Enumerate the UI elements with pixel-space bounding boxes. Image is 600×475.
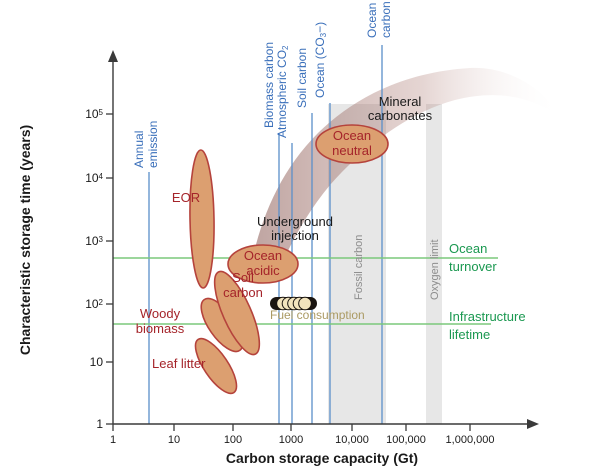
svg-text:1,000,000: 1,000,000 bbox=[446, 434, 495, 446]
svg-text:lifetime: lifetime bbox=[449, 327, 490, 342]
svg-text:Ocean: Ocean bbox=[365, 3, 379, 38]
svg-text:1: 1 bbox=[110, 434, 116, 446]
svg-text:1: 1 bbox=[96, 417, 103, 431]
svg-text:carbon: carbon bbox=[379, 1, 393, 38]
svg-text:100: 100 bbox=[224, 434, 242, 446]
svg-text:1000: 1000 bbox=[279, 434, 303, 446]
svg-text:Woody: Woody bbox=[140, 306, 181, 321]
svg-text:104: 104 bbox=[85, 171, 103, 185]
svg-text:EOR: EOR bbox=[172, 190, 200, 205]
svg-text:Soil: Soil bbox=[232, 270, 254, 285]
svg-text:carbonates: carbonates bbox=[368, 108, 433, 123]
svg-text:Infrastructure: Infrastructure bbox=[449, 309, 526, 324]
svg-text:Carbon storage capacity (Gt): Carbon storage capacity (Gt) bbox=[226, 450, 418, 466]
svg-text:10: 10 bbox=[168, 434, 180, 446]
svg-text:Biomass carbon: Biomass carbon bbox=[262, 42, 276, 128]
svg-text:turnover: turnover bbox=[449, 259, 497, 274]
svg-text:105: 105 bbox=[85, 107, 103, 121]
svg-text:injection: injection bbox=[271, 228, 319, 243]
svg-text:Characteristic storage time (y: Characteristic storage time (years) bbox=[17, 125, 33, 355]
svg-text:Annual: Annual bbox=[132, 131, 146, 168]
svg-text:Oxygen limit: Oxygen limit bbox=[429, 239, 441, 300]
svg-text:100,000: 100,000 bbox=[386, 434, 426, 446]
svg-text:Mineral: Mineral bbox=[379, 94, 422, 109]
svg-text:Fossil carbon: Fossil carbon bbox=[353, 235, 365, 300]
svg-text:emission: emission bbox=[146, 121, 160, 168]
svg-text:biomass: biomass bbox=[136, 321, 185, 336]
svg-text:Ocean (CO3−): Ocean (CO3−) bbox=[313, 22, 328, 98]
svg-text:carbon: carbon bbox=[223, 285, 263, 300]
svg-text:Ocean: Ocean bbox=[333, 128, 371, 143]
svg-text:Ocean: Ocean bbox=[244, 248, 282, 263]
svg-text:Underground: Underground bbox=[257, 214, 333, 229]
svg-text:Leaf litter: Leaf litter bbox=[152, 356, 206, 371]
svg-text:Atmospheric CO2: Atmospheric CO2 bbox=[275, 45, 290, 138]
svg-text:10: 10 bbox=[90, 355, 104, 369]
svg-text:102: 102 bbox=[85, 297, 103, 311]
svg-text:103: 103 bbox=[85, 234, 103, 248]
svg-text:neutral: neutral bbox=[332, 143, 372, 158]
svg-text:Ocean: Ocean bbox=[449, 241, 487, 256]
svg-text:Soil carbon: Soil carbon bbox=[295, 48, 309, 108]
svg-text:10,000: 10,000 bbox=[335, 434, 369, 446]
